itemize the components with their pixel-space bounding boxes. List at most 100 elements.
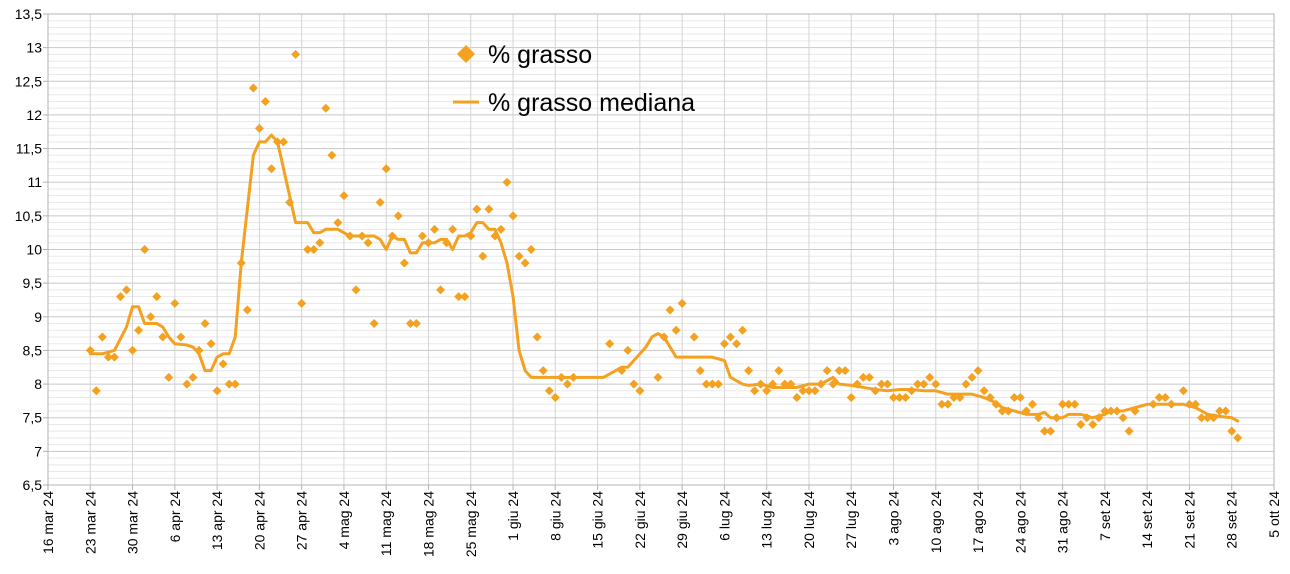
- data-point: [955, 393, 965, 403]
- data-point: [961, 379, 971, 389]
- data-point: [629, 379, 639, 389]
- data-point: [134, 325, 144, 335]
- data-point: [381, 164, 391, 174]
- data-point: [369, 319, 379, 329]
- data-point: [466, 231, 476, 241]
- data-point: [1184, 399, 1194, 409]
- data-point: [1021, 406, 1031, 416]
- data-point: [423, 238, 433, 248]
- data-point: [152, 292, 162, 302]
- y-tick-label: 12: [26, 107, 42, 123]
- data-point: [786, 379, 796, 389]
- data-point: [985, 393, 995, 403]
- data-point: [967, 372, 977, 382]
- data-point: [744, 366, 754, 376]
- legend-label-mediana: % grasso mediana: [488, 89, 695, 117]
- x-tick-label: 8 giu 24: [547, 491, 563, 541]
- data-point: [550, 393, 560, 403]
- data-point: [345, 231, 355, 241]
- data-point: [1040, 426, 1050, 436]
- x-tick-label: 1 giu 24: [505, 491, 521, 541]
- data-point: [279, 137, 289, 147]
- data-point: [991, 399, 1001, 409]
- series-grasso-markers: [85, 49, 1243, 443]
- x-tick-label: 20 lug 24: [801, 491, 817, 549]
- x-tick-label: 27 apr 24: [294, 491, 310, 550]
- data-point: [194, 345, 204, 355]
- data-point: [1209, 413, 1219, 423]
- data-point: [568, 372, 578, 382]
- data-point: [442, 238, 452, 248]
- data-point: [146, 312, 156, 322]
- data-point: [115, 292, 125, 302]
- legend: % grasso % grasso mediana: [453, 41, 695, 117]
- data-point: [490, 231, 500, 241]
- data-point: [901, 393, 911, 403]
- data-point: [454, 292, 464, 302]
- data-point: [556, 372, 566, 382]
- data-point: [417, 231, 427, 241]
- data-point: [876, 379, 886, 389]
- data-point: [1052, 413, 1062, 423]
- data-point: [399, 258, 409, 268]
- y-tick-label: 9: [34, 309, 42, 325]
- data-point: [387, 231, 397, 241]
- data-point: [327, 150, 337, 160]
- data-point: [375, 197, 385, 207]
- data-point: [780, 379, 790, 389]
- data-point: [1076, 419, 1086, 429]
- data-point: [1215, 406, 1225, 416]
- x-tick-label: 22 giu 24: [632, 491, 648, 549]
- data-point: [756, 379, 766, 389]
- data-point: [828, 379, 838, 389]
- data-point: [677, 298, 687, 308]
- data-point: [103, 352, 113, 362]
- data-point: [297, 298, 307, 308]
- data-point: [97, 332, 107, 342]
- data-point: [659, 332, 669, 342]
- data-point: [520, 258, 530, 268]
- x-tick-label: 3 ago 24: [886, 491, 902, 546]
- data-point: [1148, 399, 1158, 409]
- data-point: [236, 258, 246, 268]
- median-line: [88, 133, 1240, 423]
- x-tick-label: 4 mag 24: [336, 491, 352, 550]
- data-point: [91, 386, 101, 396]
- data-point: [1070, 399, 1080, 409]
- data-point: [309, 245, 319, 254]
- data-point: [846, 393, 856, 403]
- data-point: [218, 359, 228, 369]
- data-point: [170, 298, 180, 308]
- data-point: [1046, 426, 1056, 436]
- y-tick-label: 13,5: [15, 6, 42, 22]
- y-tick-label: 10: [26, 242, 42, 258]
- x-tick-label: 14 set 24: [1139, 491, 1155, 549]
- data-point: [526, 245, 536, 254]
- x-tick-label: 11 mag 24: [378, 491, 394, 556]
- data-point: [919, 379, 929, 389]
- data-point: [719, 339, 729, 349]
- data-point: [889, 393, 899, 403]
- data-point: [508, 211, 518, 221]
- data-point: [514, 251, 524, 261]
- data-point: [738, 325, 748, 335]
- legend-label-grasso: % grasso: [488, 41, 592, 69]
- data-point: [200, 319, 210, 329]
- data-point: [834, 366, 844, 376]
- x-tick-label: 24 ago 24: [1012, 491, 1028, 553]
- y-tick-label: 10,5: [15, 208, 42, 224]
- x-tick-label: 7 set 24: [1097, 491, 1113, 541]
- y-tick-label: 8: [34, 376, 42, 392]
- x-axis: 16 mar 24 23 mar 24 30 mar 24 6 apr 24 13 ap…: [40, 485, 1282, 557]
- data-point: [260, 96, 270, 106]
- x-tick-label: 30 mar 24: [125, 491, 141, 554]
- y-tick-label: 7,5: [23, 410, 43, 426]
- x-tick-label: 21 set 24: [1181, 491, 1197, 549]
- data-point: [816, 379, 826, 389]
- x-tick-label: 20 apr 24: [251, 491, 267, 550]
- x-tick-label: 15 giu 24: [590, 491, 606, 549]
- y-tick-label: 9,5: [23, 275, 43, 291]
- data-point: [810, 386, 820, 396]
- data-point: [1166, 399, 1176, 409]
